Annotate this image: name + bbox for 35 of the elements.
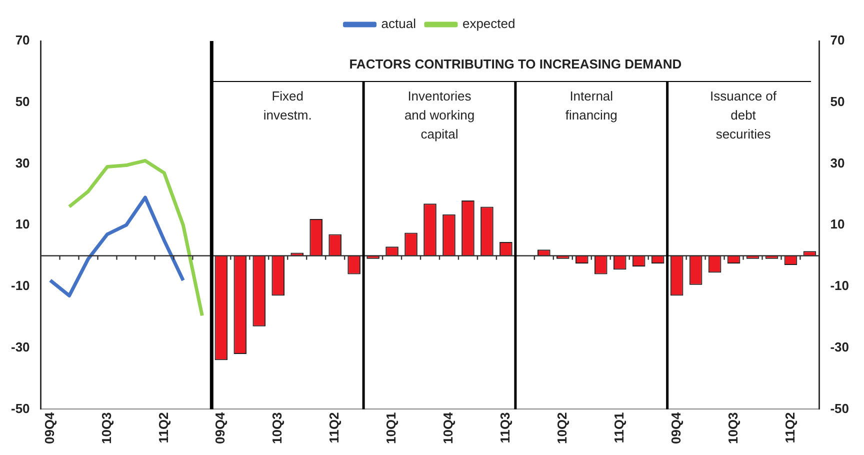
y2-tick-label: -30 [830,339,850,354]
x-tick-label: 10Q4 [440,411,456,444]
y-tick-label: 30 [15,155,30,170]
x-tick-label: 11Q2 [156,412,171,444]
annotation: Issuance of debt securities [710,88,777,142]
x-tick-label: 11Q2 [782,412,798,444]
y-tick-label: 50 [15,94,30,109]
y-tick-label: 10 [15,216,30,232]
y2-tick-label: 50 [830,94,845,109]
y2-tick-label: 10 [830,216,845,232]
annotation: Inventories and working capital [404,88,475,142]
y2-tick-label: -50 [830,400,850,416]
x-tick-label: 10Q2 [554,412,570,444]
x-tick-label: 10Q3 [725,412,740,444]
x-tick-label: 09Q4 [668,411,684,444]
x-tick-label: 11Q3 [498,412,513,444]
x-tick-label: 11Q2 [326,412,342,444]
y-tick-label: -50 [10,400,30,416]
x-tick-label: 10Q3 [98,412,114,444]
y-tick-label: -30 [10,339,30,354]
y2-tick-label: 30 [830,155,845,170]
annotation: FACTORS CONTRIBUTING TO INCREASING DEMAND [349,56,682,72]
x-tick-label: 10Q1 [384,412,399,444]
y-tick-label: -10 [10,278,30,294]
x-tick-label: 09Q4 [42,411,57,444]
x-tick-label: 10Q3 [270,412,285,444]
legend-label: actual [381,16,416,32]
y-tick-label: 70 [15,32,30,48]
annotation: Internal financing [565,88,618,123]
y2-tick-label: 70 [830,32,845,48]
annotation: Fixed investm. [263,88,312,123]
legend-label: expected [462,16,516,32]
x-tick-label: 09Q4 [212,411,228,444]
x-tick-label: 11Q1 [611,412,626,444]
y2-tick-label: -10 [830,278,850,294]
